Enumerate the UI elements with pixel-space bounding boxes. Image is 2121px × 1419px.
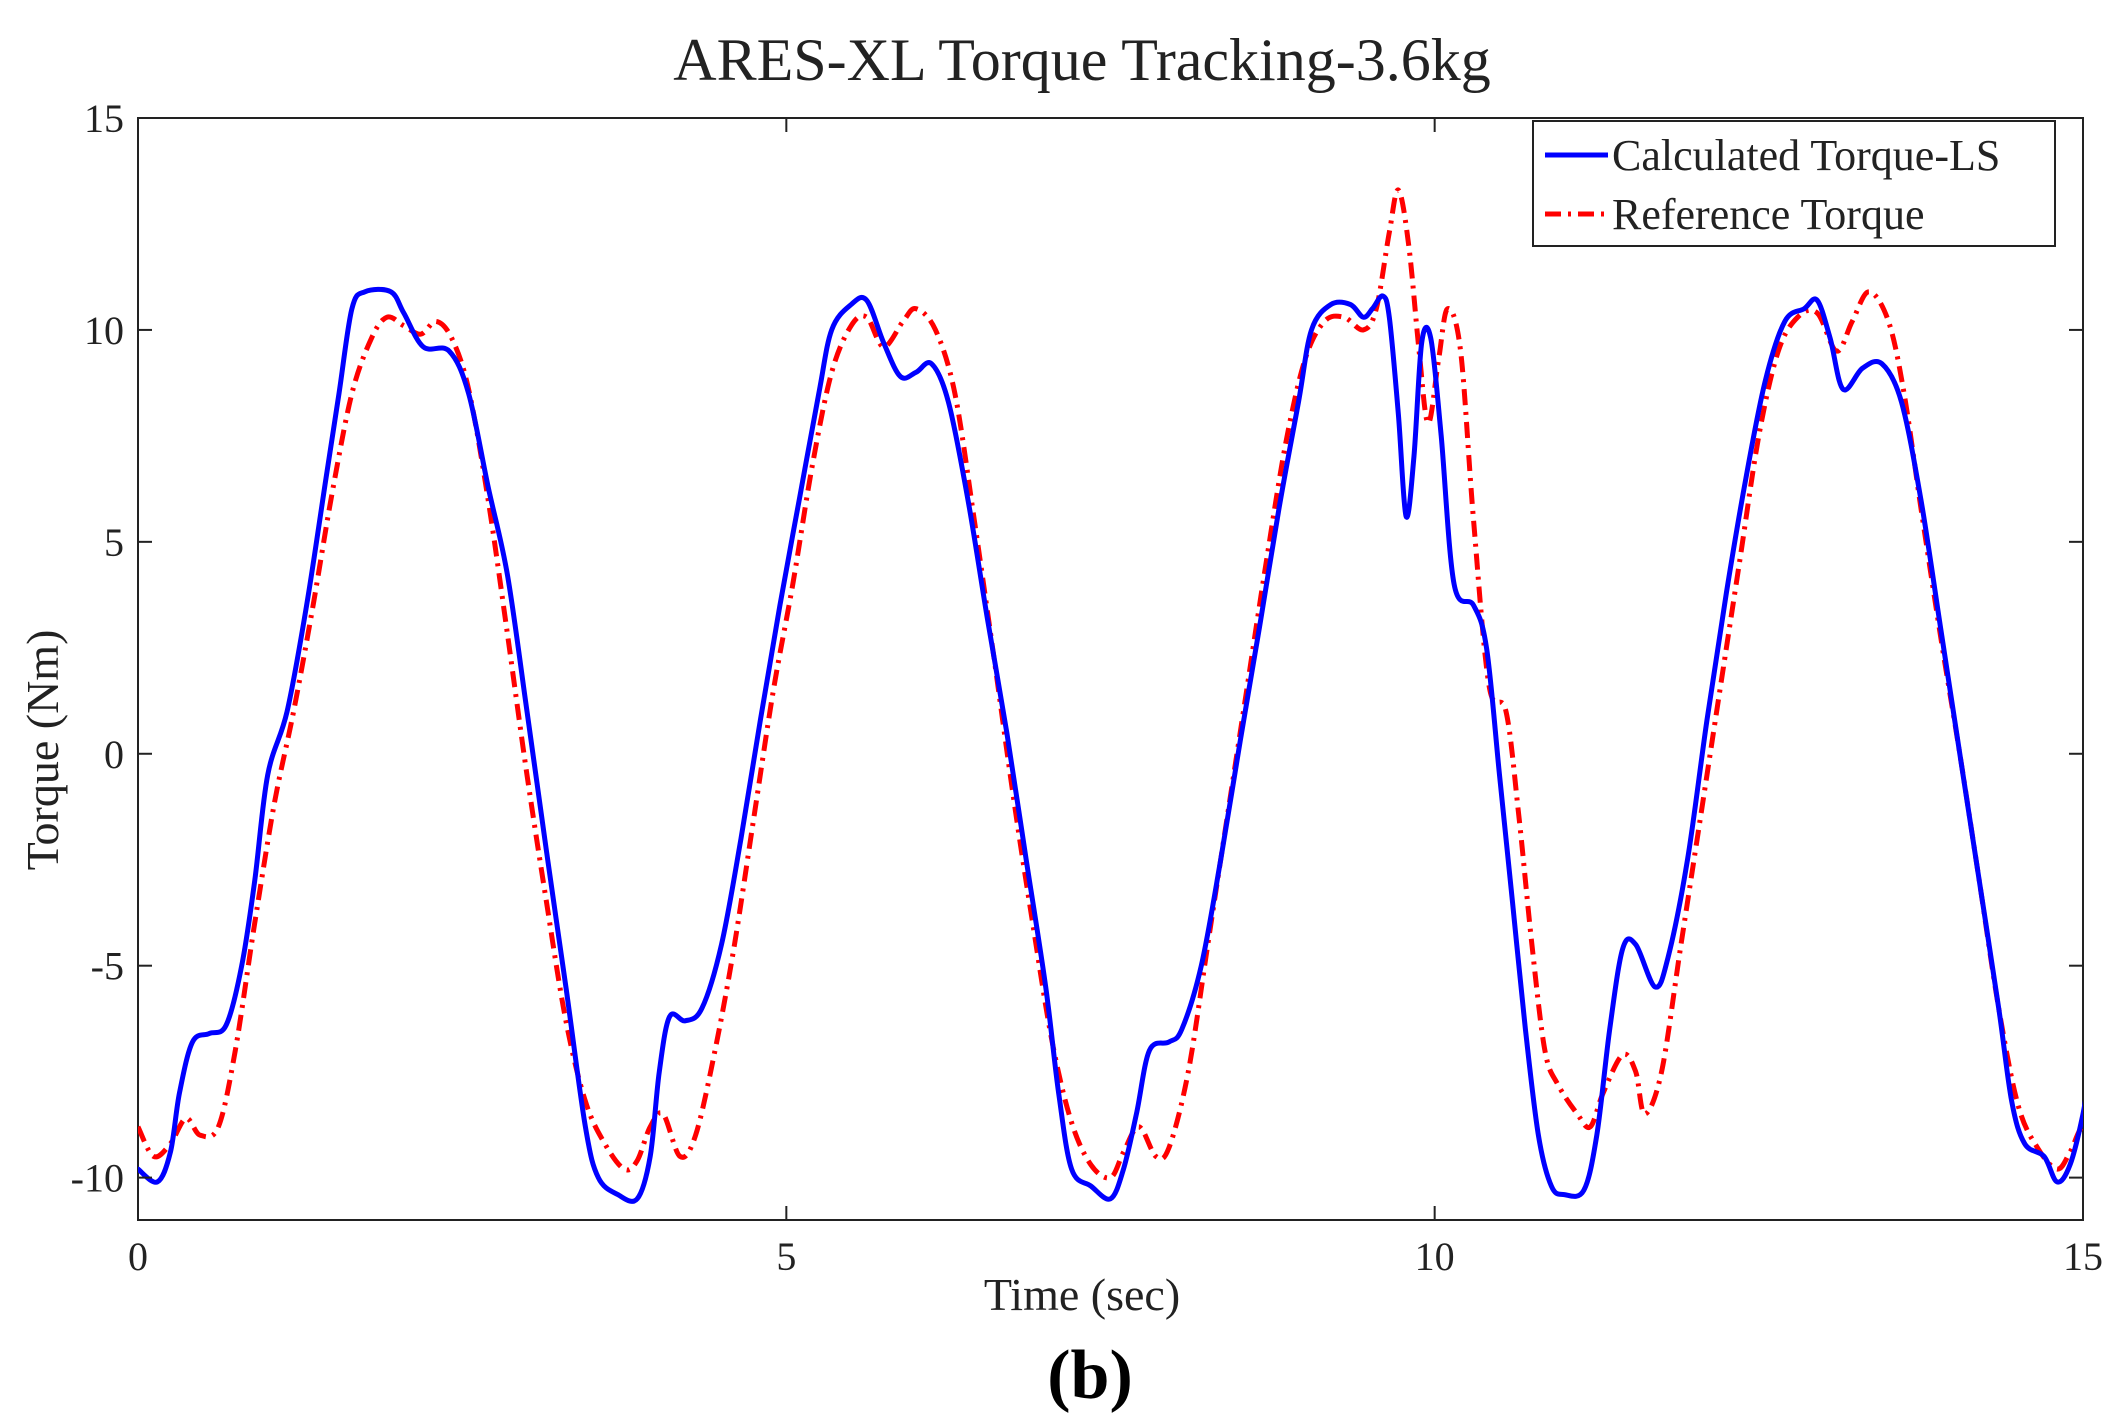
legend-label-calculated: Calculated Torque-LS [1612,131,2000,180]
plot-area [137,117,2084,1221]
x-tick-label: 10 [1415,1234,1455,1279]
series-reference-torque-line [138,187,2083,1181]
chart-title: ARES-XL Torque Tracking-3.6kg [673,27,1490,93]
series-calculated-torque-line [138,286,2083,1204]
series-layer [138,187,2083,1204]
legend-label-reference: Reference Torque [1612,190,1925,239]
y-axis: -10 -5 0 5 10 15 [71,96,2083,1201]
y-tick-label: -5 [91,944,124,989]
y-tick-label: 0 [104,732,124,777]
x-tick-label: 5 [776,1234,796,1279]
x-axis: 0 5 10 15 [128,118,2103,1279]
y-tick-label: -10 [71,1156,124,1201]
x-tick-label: 15 [2063,1234,2103,1279]
y-tick-label: 10 [84,308,124,353]
panel-label: (b) [1047,1337,1133,1414]
y-tick-label: 5 [104,520,124,565]
x-tick-label: 0 [128,1234,148,1279]
plot-frame [137,117,2084,1221]
legend-box [1532,120,2056,247]
legend: Calculated Torque-LS Reference Torque [1532,120,2056,247]
y-axis-title: Torque (Nm) [17,630,68,871]
y-tick-label: 15 [84,96,124,141]
x-axis-title: Time (sec) [984,1269,1180,1320]
